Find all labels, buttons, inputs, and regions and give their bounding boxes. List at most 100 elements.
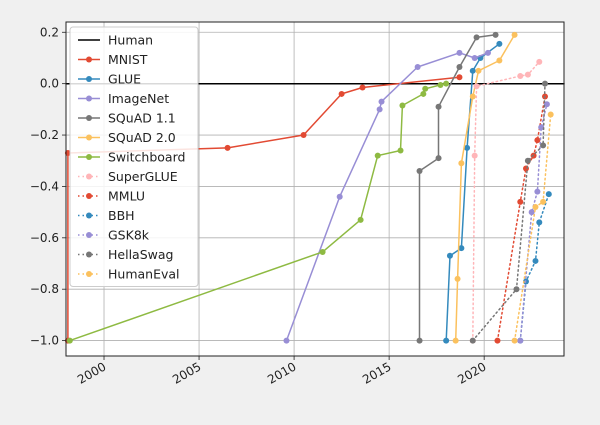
legend-marker — [86, 251, 92, 258]
data-point — [471, 152, 478, 159]
legend-label: HumanEval — [108, 267, 180, 282]
legend-marker — [86, 76, 92, 82]
data-point — [357, 216, 364, 223]
data-point — [473, 34, 480, 41]
series-line-humaneval — [513, 113, 552, 342]
legend-marker — [86, 212, 92, 219]
legend-marker — [86, 271, 92, 277]
data-point — [524, 157, 531, 164]
data-point — [452, 337, 459, 344]
y-tick-label: −0.8 — [30, 282, 59, 296]
legend-marker — [86, 95, 92, 102]
data-point — [374, 152, 381, 159]
data-point — [469, 337, 476, 344]
data-point — [528, 209, 535, 216]
data-point — [524, 71, 531, 78]
data-point — [458, 160, 465, 167]
data-point — [454, 275, 461, 282]
data-point — [534, 188, 541, 195]
y-tick-label: −0.2 — [30, 128, 59, 142]
data-point — [458, 245, 465, 252]
legend-item-gsk8k: GSK8k — [78, 228, 150, 243]
data-point — [435, 155, 442, 162]
legend-box — [69, 26, 199, 287]
legend-item-mmlu: MMLU — [78, 189, 145, 204]
data-point — [494, 337, 501, 344]
series-line-hellaswag — [472, 82, 546, 342]
data-point — [456, 63, 463, 70]
legend-label: Switchboard — [108, 150, 185, 165]
data-point — [522, 165, 529, 172]
data-point — [511, 337, 518, 344]
series-switchboard — [66, 80, 450, 344]
series-squad-1-1 — [416, 31, 499, 344]
series-hellaswag — [469, 80, 548, 344]
data-point — [443, 337, 450, 344]
data-point — [540, 142, 547, 149]
y-tick-label: −0.6 — [30, 231, 59, 245]
legend-label: SuperGLUE — [108, 169, 178, 184]
legend-label: SQuAD 2.0 — [108, 130, 176, 145]
legend-item-squad-1-1: SQuAD 1.1 — [78, 111, 176, 126]
legend-item-humaneval: HumanEval — [78, 267, 180, 282]
data-point — [464, 144, 471, 151]
legend-label: HellaSwag — [108, 247, 173, 262]
data-point — [475, 67, 482, 74]
data-point — [484, 49, 491, 56]
data-point — [319, 248, 326, 255]
legend-item-superglue: SuperGLUE — [78, 169, 178, 184]
data-point — [336, 193, 343, 200]
legend-label: Human — [108, 33, 153, 48]
legend-label: ImageNet — [108, 91, 169, 106]
series-squad-2-0 — [452, 31, 518, 344]
data-point — [496, 57, 503, 64]
data-point — [536, 219, 543, 226]
data-point — [469, 67, 476, 74]
legend-marker — [86, 56, 92, 63]
data-point — [443, 80, 450, 87]
data-point — [536, 58, 543, 65]
data-point — [416, 168, 423, 175]
legend-item-squad-2-0: SQuAD 2.0 — [78, 130, 176, 145]
data-point — [437, 81, 444, 88]
legend-marker — [86, 193, 92, 199]
data-point — [378, 98, 385, 105]
y-tick-label: 0.2 — [40, 25, 59, 39]
legend-item-mnist: MNIST — [78, 52, 148, 67]
data-point — [376, 106, 383, 113]
legend-label: GLUE — [108, 72, 141, 87]
legend-item-hellaswag: HellaSwag — [78, 247, 173, 262]
data-point — [359, 84, 366, 91]
data-point — [513, 286, 520, 293]
data-point — [547, 111, 554, 118]
y-tick-label: 0.0 — [40, 77, 59, 91]
data-point — [541, 80, 548, 87]
data-point — [538, 124, 545, 131]
data-point — [422, 85, 429, 92]
data-point — [534, 137, 541, 144]
legend-marker — [86, 232, 92, 238]
legend-label: GSK8k — [108, 228, 150, 243]
data-point — [338, 90, 345, 97]
legend-item-imagenet: ImageNet — [78, 91, 169, 106]
data-point — [66, 337, 73, 344]
data-point — [456, 74, 463, 81]
data-point — [517, 72, 524, 79]
data-point — [420, 90, 427, 97]
legend-label: MMLU — [108, 189, 145, 204]
series-humaneval — [511, 111, 554, 344]
legend-item-switchboard: Switchboard — [78, 150, 185, 165]
legend-item-human: Human — [78, 33, 153, 48]
legend: Human MNIST GLUE ImageNet SQuAD 1.1 SQuAD 2.0… — [69, 26, 199, 287]
data-point — [456, 49, 463, 56]
series-imagenet — [283, 49, 491, 344]
data-point — [469, 93, 476, 100]
legend-label: SQuAD 1.1 — [108, 111, 176, 126]
legend-label: MNIST — [108, 52, 148, 67]
data-point — [532, 203, 539, 210]
series-line-switchboard — [69, 82, 447, 342]
plot-frame — [65, 21, 565, 357]
data-point — [545, 191, 552, 198]
legend-label: BBH — [108, 208, 135, 223]
